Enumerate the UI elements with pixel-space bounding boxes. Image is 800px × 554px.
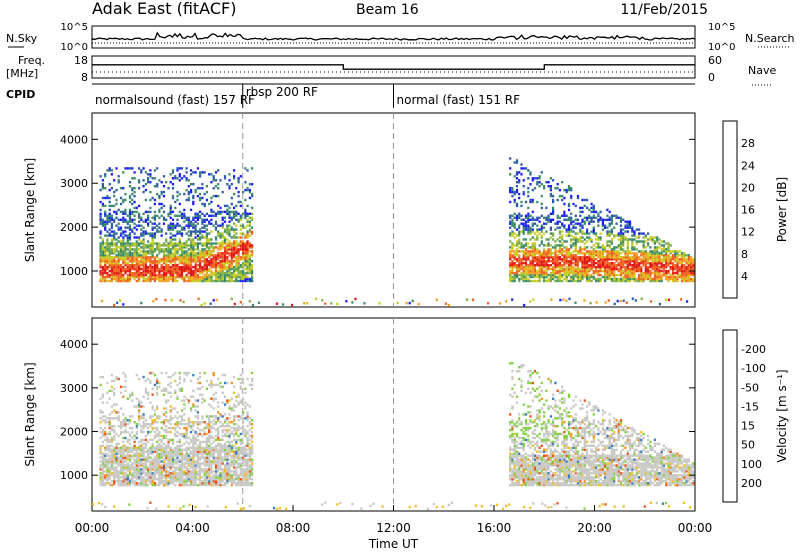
scatter-cells (92, 362, 695, 511)
y-tick-label: 1000 (60, 265, 88, 278)
freq-tick-high: 18 (74, 54, 88, 67)
nsky-trace (91, 31, 696, 44)
nsearch-tick-high: 10^5 (708, 22, 735, 33)
scatter-cells (99, 157, 695, 307)
colorbar-tick-label: 8 (741, 248, 748, 261)
nsky-strip-frame (91, 25, 696, 49)
velocity-colorbar: 200 100 50 15 -15 -50 -100 -200 Velocity [m s⁻¹] (722, 329, 789, 503)
x-tick-label: 16:00 (477, 521, 512, 535)
radar-title: Adak East (fitACF) (92, 0, 236, 18)
colorbar-tick-label: 24 (741, 159, 755, 172)
colorbar-tick-label: 15 (741, 420, 755, 433)
power-colorbar: 4 8 12 16 20 24 28 Power [dB] (722, 120, 789, 299)
colorbar-tick-label: -50 (741, 381, 759, 394)
nsky-label: N.Sky (6, 32, 38, 45)
beam-label: Beam 16 (356, 2, 419, 18)
colorbar-tick-label: 16 (741, 204, 755, 217)
x-tick-label: 12:00 (376, 521, 411, 535)
colorbar-tick-label: 4 (741, 270, 748, 283)
nave-tick-low: 0 (708, 71, 715, 84)
freq-trace (92, 64, 695, 73)
y-tick-label: 2000 (60, 221, 88, 234)
nave-tick-high: 60 (708, 54, 722, 67)
y-tick-label: 3000 (60, 177, 88, 190)
x-tick-label: 00:00 (75, 521, 110, 535)
colorbar-tick-label: 50 (741, 439, 755, 452)
date-label: 11/Feb/2015 (620, 2, 708, 18)
y-tick-label: 4000 (60, 338, 88, 351)
x-tick-label: 20:00 (577, 521, 612, 535)
colorbar-tick-label: 12 (741, 226, 755, 239)
cpid-program-label: normal (fast) 151 RF (397, 93, 521, 107)
velocity-panel: 1000 2000 3000 4000 Slant Range [km] (23, 317, 696, 512)
y-tick-label: 2000 (60, 426, 88, 439)
colorbar-tick-label: -100 (741, 362, 766, 375)
nave-label: Nave (748, 64, 776, 77)
cpid-program-label: rbsp 200 RF (246, 85, 318, 99)
frequency-series (92, 64, 695, 70)
x-tick-label: 08:00 (276, 521, 311, 535)
cpid-label: CPID (6, 88, 35, 101)
power-panel: 1000 2000 3000 4000 Slant Range [km] (23, 112, 696, 308)
colorbar-tick-label: 28 (741, 137, 755, 150)
colorbar-tick-label: -200 (741, 343, 766, 356)
x-axis-label: Time UT (368, 537, 419, 551)
y-axis-label: Slant Range [km] (23, 362, 37, 466)
y-axis-label: Slant Range [km] (23, 158, 37, 262)
y-tick-label: 1000 (60, 469, 88, 482)
cpid-program-label: normalsound (fast) 157 RF (95, 93, 255, 107)
time-axis: 00:00 04:00 08:00 12:00 16:00 20:00 00:00 Time … (75, 505, 713, 551)
nsky-tick-high: 10^5 (61, 22, 88, 33)
nsky-tick-low: 10^0 (61, 42, 88, 53)
colorbar-label: Power [dB] (775, 177, 789, 242)
y-tick-label: 3000 (60, 382, 88, 395)
colorbar-tick-label: 100 (741, 458, 762, 471)
x-tick-label: 00:00 (678, 521, 713, 535)
freq-tick-low: 8 (81, 71, 88, 84)
freq-strip-frame (91, 55, 696, 79)
nsky-series (91, 31, 696, 41)
freq-label: Freq. (18, 54, 45, 67)
colorbar-tick-label: -15 (741, 400, 759, 413)
x-tick-label: 04:00 (175, 521, 210, 535)
nsearch-tick-low: 10^0 (708, 42, 735, 53)
colorbar-label: Velocity [m s⁻¹] (775, 369, 789, 462)
y-tick-label: 4000 (60, 133, 88, 146)
freq-unit: [MHz] (6, 67, 38, 80)
nsearch-label: N.Search (745, 32, 795, 45)
colorbar-tick-label: 200 (741, 477, 762, 490)
colorbar-tick-label: 20 (741, 181, 755, 194)
